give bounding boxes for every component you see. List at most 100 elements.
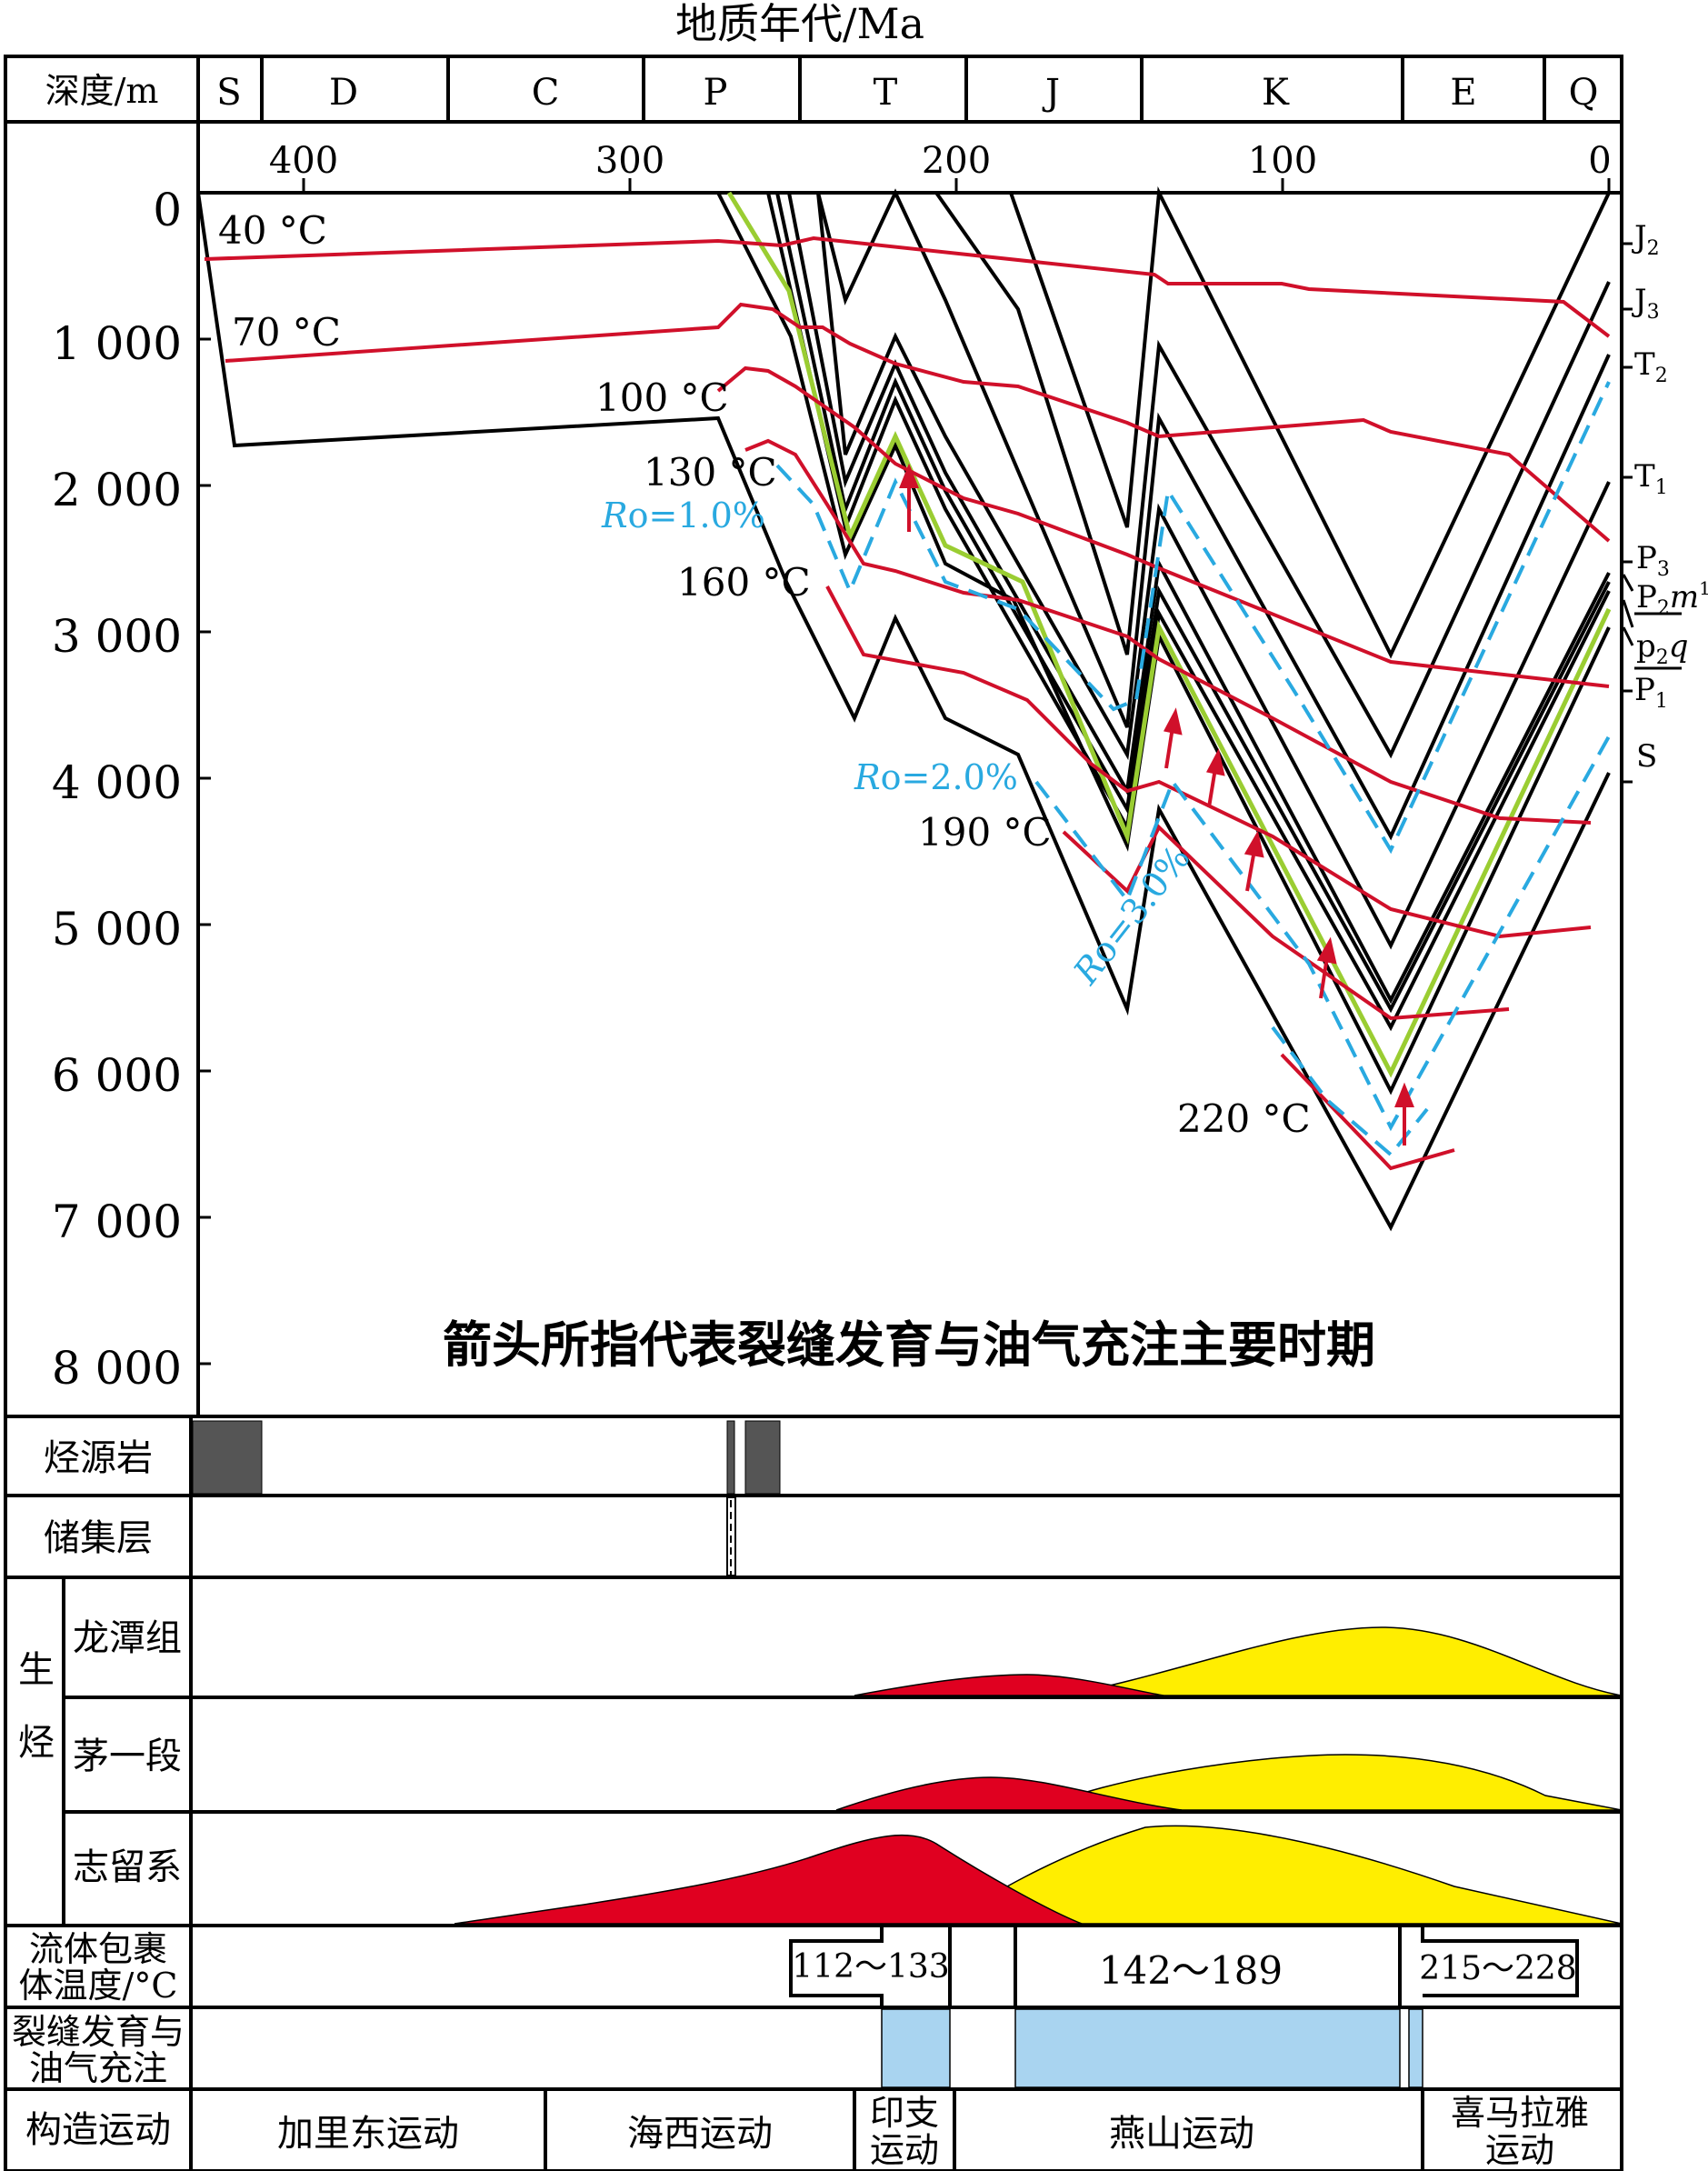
period-e: E bbox=[1450, 72, 1476, 114]
row-label-inclusion-1: 流体包裹 bbox=[29, 1929, 167, 1969]
ro-3-line bbox=[1271, 1025, 1429, 1157]
figure-caption: 箭头所指代表裂缝发育与油气充注主要时期 bbox=[443, 1316, 1375, 1374]
isotherm-40 bbox=[204, 235, 1611, 338]
arrow-1 bbox=[899, 463, 919, 532]
inclusion-range-2: 142～189 bbox=[1099, 1948, 1283, 1993]
isotherm-220 bbox=[1280, 1053, 1455, 1171]
tectonic-caledonian: 加里东运动 bbox=[277, 2113, 459, 2155]
stratum-p3: P3 bbox=[1636, 540, 1670, 581]
arrow-6 bbox=[1394, 1082, 1414, 1146]
burial-line-p2q bbox=[766, 192, 1611, 1032]
age-tick-400: 400 bbox=[269, 140, 338, 182]
isotherm-190 bbox=[1062, 824, 1510, 1021]
figure-title: 地质年代/Ma bbox=[675, 0, 924, 48]
age-tick-100: 100 bbox=[1248, 140, 1317, 182]
stratum-j3: J3 bbox=[1632, 283, 1660, 324]
burial-line-highlight bbox=[726, 191, 1612, 1078]
arrow-5 bbox=[1316, 936, 1337, 999]
fracture-period-1 bbox=[881, 2008, 951, 2088]
charging-arrows bbox=[899, 463, 1414, 1146]
isotherm-70 bbox=[225, 302, 1611, 543]
generation-curves bbox=[454, 1626, 1623, 1925]
stratum-p2q: p2q bbox=[1636, 628, 1689, 669]
burial-line-t2 bbox=[816, 188, 1611, 841]
ro-label-1: Ro=1.0% bbox=[601, 495, 765, 535]
burial-line-silurian bbox=[196, 192, 1611, 1232]
period-k: K bbox=[1262, 72, 1290, 114]
ro-label-2: Ro=2.0% bbox=[854, 757, 1018, 797]
svg-text:生烃: 生烃 bbox=[12, 1650, 54, 1796]
tectonic-himalaya-1: 喜马拉雅 bbox=[1451, 2093, 1589, 2133]
burial-line-p2m1 bbox=[775, 192, 1611, 1014]
isotherm-100 bbox=[716, 365, 1610, 688]
inclusion-range-1: 112～133 bbox=[792, 1948, 949, 1986]
arrow-4 bbox=[1244, 830, 1264, 892]
age-tick-200: 200 bbox=[922, 140, 991, 182]
period-j: J bbox=[1042, 72, 1060, 114]
depth-tick-2000: 2 000 bbox=[52, 464, 182, 516]
stratum-p2m1: P2m1 bbox=[1636, 577, 1708, 620]
depth-tick-4000: 4 000 bbox=[52, 756, 182, 809]
fracture-bars bbox=[881, 2008, 1423, 2088]
row-label-fracture-1: 裂缝发育与 bbox=[12, 2012, 185, 2052]
stratum-s: S bbox=[1636, 738, 1657, 775]
tectonic-indosinian-1: 印支 bbox=[870, 2093, 939, 2133]
row-label-source-rock: 烃源岩 bbox=[44, 1437, 153, 1479]
period-q: Q bbox=[1569, 72, 1599, 114]
isotherm-label-40: 40 °C bbox=[218, 208, 327, 253]
arrow-2 bbox=[1163, 707, 1183, 769]
fracture-period-2 bbox=[1014, 2008, 1401, 2088]
age-tick-300: 300 bbox=[595, 140, 664, 182]
depth-header: 深度/m bbox=[45, 71, 159, 111]
burial-line-t1 bbox=[816, 192, 1611, 950]
stratum-p1: P1 bbox=[1634, 672, 1668, 713]
period-t: T bbox=[874, 72, 898, 114]
tectonic-yanshan: 燕山运动 bbox=[1109, 2113, 1254, 2155]
source-rock-mao1 bbox=[726, 1420, 735, 1495]
row-label-mao1: 茅一段 bbox=[73, 1736, 182, 1777]
inclusion-boxes bbox=[789, 1927, 1579, 2006]
isotherm-label-130: 130 °C bbox=[644, 450, 777, 495]
isotherm-130 bbox=[744, 438, 1592, 825]
tectonic-indosinian-2: 运动 bbox=[870, 2130, 939, 2170]
silurian-oil bbox=[454, 1834, 1083, 1925]
reservoir-marker bbox=[726, 1496, 736, 1576]
isotherm-label-160: 160 °C bbox=[677, 560, 811, 605]
fracture-period-3 bbox=[1408, 2008, 1423, 2088]
period-s: S bbox=[216, 72, 241, 114]
isotherm-label-190: 190 °C bbox=[918, 810, 1052, 855]
depth-tick-1000: 1 000 bbox=[52, 317, 182, 370]
ro-lines bbox=[775, 381, 1611, 1157]
period-header bbox=[4, 55, 1623, 124]
inclusion-range-3: 215～228 bbox=[1419, 1950, 1576, 1987]
row-label-inclusion-2: 体温度/°C bbox=[19, 1966, 178, 2006]
ro-2-line bbox=[1034, 735, 1611, 1132]
source-rock-bars bbox=[192, 1420, 781, 1495]
isotherm-label-100: 100 °C bbox=[595, 375, 729, 420]
burial-line-p1 bbox=[716, 192, 1611, 1096]
depth-tick-8000: 8 000 bbox=[52, 1342, 182, 1395]
isotherm-label-220: 220 °C bbox=[1177, 1096, 1311, 1141]
row-label-tectonic: 构造运动 bbox=[25, 2109, 171, 2151]
burial-line-j3 bbox=[934, 191, 1611, 759]
longtan-oil bbox=[854, 1674, 1164, 1696]
tectonic-himalaya-2: 运动 bbox=[1485, 2130, 1554, 2170]
depth-tick-6000: 6 000 bbox=[52, 1049, 182, 1102]
depth-axis bbox=[198, 191, 211, 1366]
ro-1-line bbox=[775, 381, 1611, 855]
period-d: D bbox=[329, 72, 358, 114]
burial-line-p3 bbox=[787, 192, 1611, 1005]
burial-lines bbox=[196, 185, 1611, 1232]
depth-tick-5000: 5 000 bbox=[52, 903, 182, 955]
isotherms bbox=[204, 235, 1611, 1171]
period-c: C bbox=[532, 72, 560, 114]
age-axis bbox=[302, 178, 1611, 193]
mao1-oil bbox=[835, 1776, 1183, 1811]
tectonic-hercynian: 海西运动 bbox=[627, 2113, 773, 2155]
lower-table bbox=[4, 1415, 1623, 2171]
stratum-t1: T1 bbox=[1634, 458, 1668, 499]
row-label-fracture-2: 油气充注 bbox=[29, 2048, 167, 2088]
row-label-reservoir: 储集层 bbox=[44, 1517, 153, 1559]
isotherm-160 bbox=[825, 585, 1592, 939]
